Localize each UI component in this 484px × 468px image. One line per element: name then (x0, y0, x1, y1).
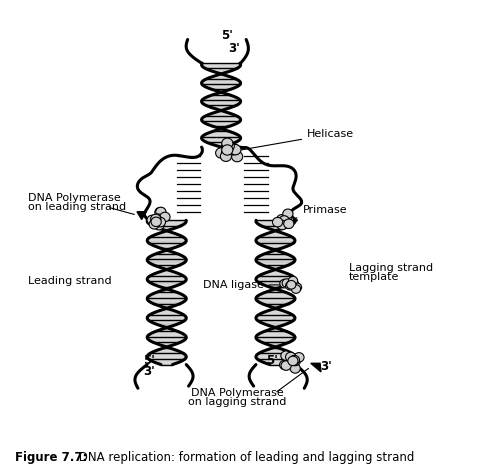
Circle shape (279, 216, 289, 225)
Circle shape (290, 280, 299, 289)
Circle shape (288, 356, 298, 366)
Text: 3': 3' (143, 366, 155, 379)
Circle shape (284, 219, 294, 228)
Circle shape (287, 280, 296, 289)
Circle shape (222, 138, 233, 148)
Circle shape (277, 214, 287, 224)
Text: 3': 3' (320, 360, 332, 373)
Circle shape (223, 141, 234, 151)
Text: Helicase: Helicase (240, 129, 354, 150)
Text: 5': 5' (143, 354, 155, 367)
Text: Lagging strand: Lagging strand (349, 263, 433, 273)
Circle shape (291, 285, 301, 293)
Circle shape (290, 356, 301, 366)
Text: 3': 3' (228, 43, 240, 56)
Circle shape (289, 355, 300, 365)
Polygon shape (311, 363, 321, 372)
Text: Primase: Primase (291, 205, 347, 219)
Polygon shape (137, 212, 146, 219)
Circle shape (286, 280, 295, 289)
Circle shape (222, 140, 233, 150)
Circle shape (294, 352, 304, 362)
Text: DNA ligase: DNA ligase (202, 280, 283, 290)
Circle shape (280, 360, 290, 370)
Circle shape (286, 352, 296, 362)
Circle shape (152, 215, 162, 225)
Text: on leading strand: on leading strand (28, 202, 126, 212)
Text: DNA replication: formation of leading and lagging strand: DNA replication: formation of leading an… (75, 451, 414, 464)
Text: Leading strand: Leading strand (28, 276, 112, 285)
Circle shape (283, 209, 293, 219)
Circle shape (152, 214, 163, 223)
Circle shape (154, 220, 164, 230)
Text: 5': 5' (266, 354, 278, 367)
Circle shape (222, 148, 233, 158)
Text: template: template (349, 272, 399, 282)
Circle shape (277, 220, 287, 230)
Circle shape (215, 148, 227, 158)
Circle shape (149, 219, 159, 229)
Circle shape (155, 217, 166, 227)
Circle shape (283, 215, 294, 225)
Circle shape (288, 277, 298, 285)
Circle shape (151, 217, 161, 227)
Circle shape (277, 216, 287, 225)
Circle shape (281, 361, 291, 370)
Text: DNA Polymerase: DNA Polymerase (28, 193, 121, 203)
Circle shape (286, 281, 295, 290)
Text: DNA Polymerase: DNA Polymerase (191, 388, 284, 398)
Circle shape (228, 145, 240, 155)
Circle shape (272, 218, 283, 227)
Text: Figure 7.7:: Figure 7.7: (15, 451, 87, 464)
Circle shape (290, 364, 301, 373)
Circle shape (280, 279, 289, 288)
Circle shape (160, 212, 170, 222)
Text: 5': 5' (221, 29, 233, 42)
Circle shape (222, 145, 233, 155)
Circle shape (220, 151, 231, 161)
Circle shape (282, 279, 291, 287)
Circle shape (230, 145, 241, 155)
Circle shape (286, 358, 296, 367)
Circle shape (155, 207, 165, 217)
Circle shape (228, 144, 240, 154)
Circle shape (151, 214, 161, 224)
Circle shape (281, 351, 291, 360)
Text: on lagging strand: on lagging strand (188, 397, 287, 408)
Circle shape (147, 215, 157, 225)
Circle shape (292, 283, 302, 292)
Circle shape (225, 144, 236, 154)
Circle shape (280, 214, 290, 224)
Circle shape (156, 207, 166, 217)
Circle shape (288, 355, 299, 365)
Circle shape (231, 152, 242, 162)
Circle shape (282, 214, 292, 224)
